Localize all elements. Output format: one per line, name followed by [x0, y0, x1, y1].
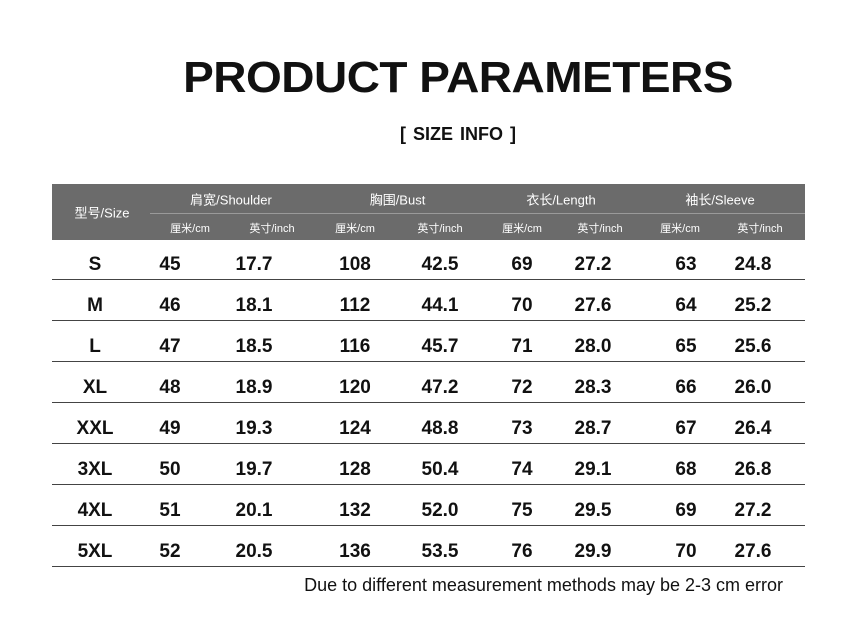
row-divider [52, 279, 805, 280]
unit-header: 英寸/inch [417, 223, 463, 235]
value-cell: 25.6 [734, 336, 772, 357]
row-divider [52, 525, 805, 526]
value-cell: 128 [339, 459, 371, 480]
size-cell: M [87, 295, 103, 316]
value-cell: 18.9 [235, 377, 273, 398]
value-cell: 66 [675, 377, 697, 398]
unit-header: 英寸/inch [249, 223, 295, 235]
value-cell: 136 [339, 541, 371, 562]
value-cell: 64 [675, 295, 697, 316]
value-cell: 29.9 [574, 541, 612, 562]
note: Due to different measurement methods may… [304, 575, 783, 595]
size-cell: 4XL [77, 500, 113, 521]
value-cell: 17.7 [235, 254, 273, 275]
value-cell: 25.2 [734, 295, 772, 316]
value-cell: 46 [159, 295, 181, 316]
value-cell: 47 [159, 336, 181, 357]
value-cell: 71 [511, 336, 533, 357]
value-cell: 28.3 [574, 377, 612, 398]
value-cell: 63 [675, 254, 697, 275]
group-header: 胸围/Bust [369, 192, 426, 208]
value-cell: 52 [159, 541, 181, 562]
value-cell: 18.1 [235, 295, 273, 316]
value-cell: 76 [511, 541, 533, 562]
row-divider [52, 320, 805, 321]
row-divider [52, 402, 805, 403]
value-cell: 70 [675, 541, 697, 562]
value-cell: 69 [675, 500, 697, 521]
value-cell: 108 [339, 254, 371, 275]
value-cell: 132 [339, 500, 371, 521]
subtitle: [ SIZE INFO ] [400, 124, 516, 144]
unit-header: 厘米/cm [502, 223, 542, 235]
value-cell: 48.8 [421, 418, 459, 439]
value-cell: 44.1 [421, 295, 459, 316]
value-cell: 27.2 [734, 500, 772, 521]
value-cell: 51 [159, 500, 181, 521]
unit-header: 厘米/cm [335, 223, 375, 235]
value-cell: 50.4 [421, 459, 459, 480]
value-cell: 116 [339, 336, 371, 357]
value-cell: 68 [675, 459, 697, 480]
value-cell: 120 [339, 377, 371, 398]
value-cell: 70 [511, 295, 533, 316]
value-cell: 74 [511, 459, 533, 480]
value-cell: 65 [675, 336, 697, 357]
value-cell: 19.7 [235, 459, 273, 480]
value-cell: 26.8 [734, 459, 772, 480]
size-cell: XXL [76, 418, 114, 439]
row-divider [52, 361, 805, 362]
value-cell: 49 [159, 418, 181, 439]
size-cell: 3XL [77, 459, 113, 480]
value-cell: 52.0 [421, 500, 459, 521]
value-cell: 20.1 [235, 500, 273, 521]
title: PRODUCT PARAMETERS [183, 52, 733, 102]
row-divider [52, 443, 805, 444]
size-header: 型号/Size [74, 205, 130, 221]
value-cell: 67 [675, 418, 697, 439]
row-divider [52, 484, 805, 485]
value-cell: 27.2 [574, 254, 612, 275]
value-cell: 69 [511, 254, 533, 275]
value-cell: 42.5 [421, 254, 459, 275]
header-divider [150, 213, 805, 214]
value-cell: 26.0 [734, 377, 772, 398]
value-cell: 50 [159, 459, 181, 480]
group-header: 袖长/Sleeve [685, 192, 755, 208]
unit-header: 英寸/inch [737, 223, 783, 235]
table-header [52, 184, 805, 240]
unit-header: 厘米/cm [170, 223, 210, 235]
size-cell: 5XL [77, 541, 113, 562]
value-cell: 45.7 [421, 336, 459, 357]
value-cell: 53.5 [421, 541, 459, 562]
group-header: 肩宽/Shoulder [190, 192, 272, 208]
value-cell: 27.6 [734, 541, 772, 562]
value-cell: 75 [511, 500, 533, 521]
value-cell: 47.2 [421, 377, 459, 398]
value-cell: 72 [511, 377, 533, 398]
value-cell: 73 [511, 418, 533, 439]
value-cell: 124 [339, 418, 371, 439]
value-cell: 29.5 [574, 500, 612, 521]
value-cell: 29.1 [574, 459, 612, 480]
size-cell: L [89, 336, 101, 357]
value-cell: 28.7 [574, 418, 612, 439]
value-cell: 27.6 [574, 295, 612, 316]
value-cell: 18.5 [235, 336, 273, 357]
size-cell: S [88, 254, 102, 275]
size-cell: XL [82, 377, 108, 398]
unit-header: 厘米/cm [660, 223, 700, 235]
value-cell: 48 [159, 377, 181, 398]
value-cell: 24.8 [734, 254, 772, 275]
value-cell: 26.4 [734, 418, 772, 439]
value-cell: 20.5 [235, 541, 273, 562]
value-cell: 112 [339, 295, 371, 316]
group-header: 衣长/Length [526, 192, 596, 208]
value-cell: 45 [159, 254, 181, 275]
row-divider [52, 566, 805, 567]
unit-header: 英寸/inch [577, 223, 623, 235]
value-cell: 28.0 [574, 336, 612, 357]
value-cell: 19.3 [235, 418, 273, 439]
